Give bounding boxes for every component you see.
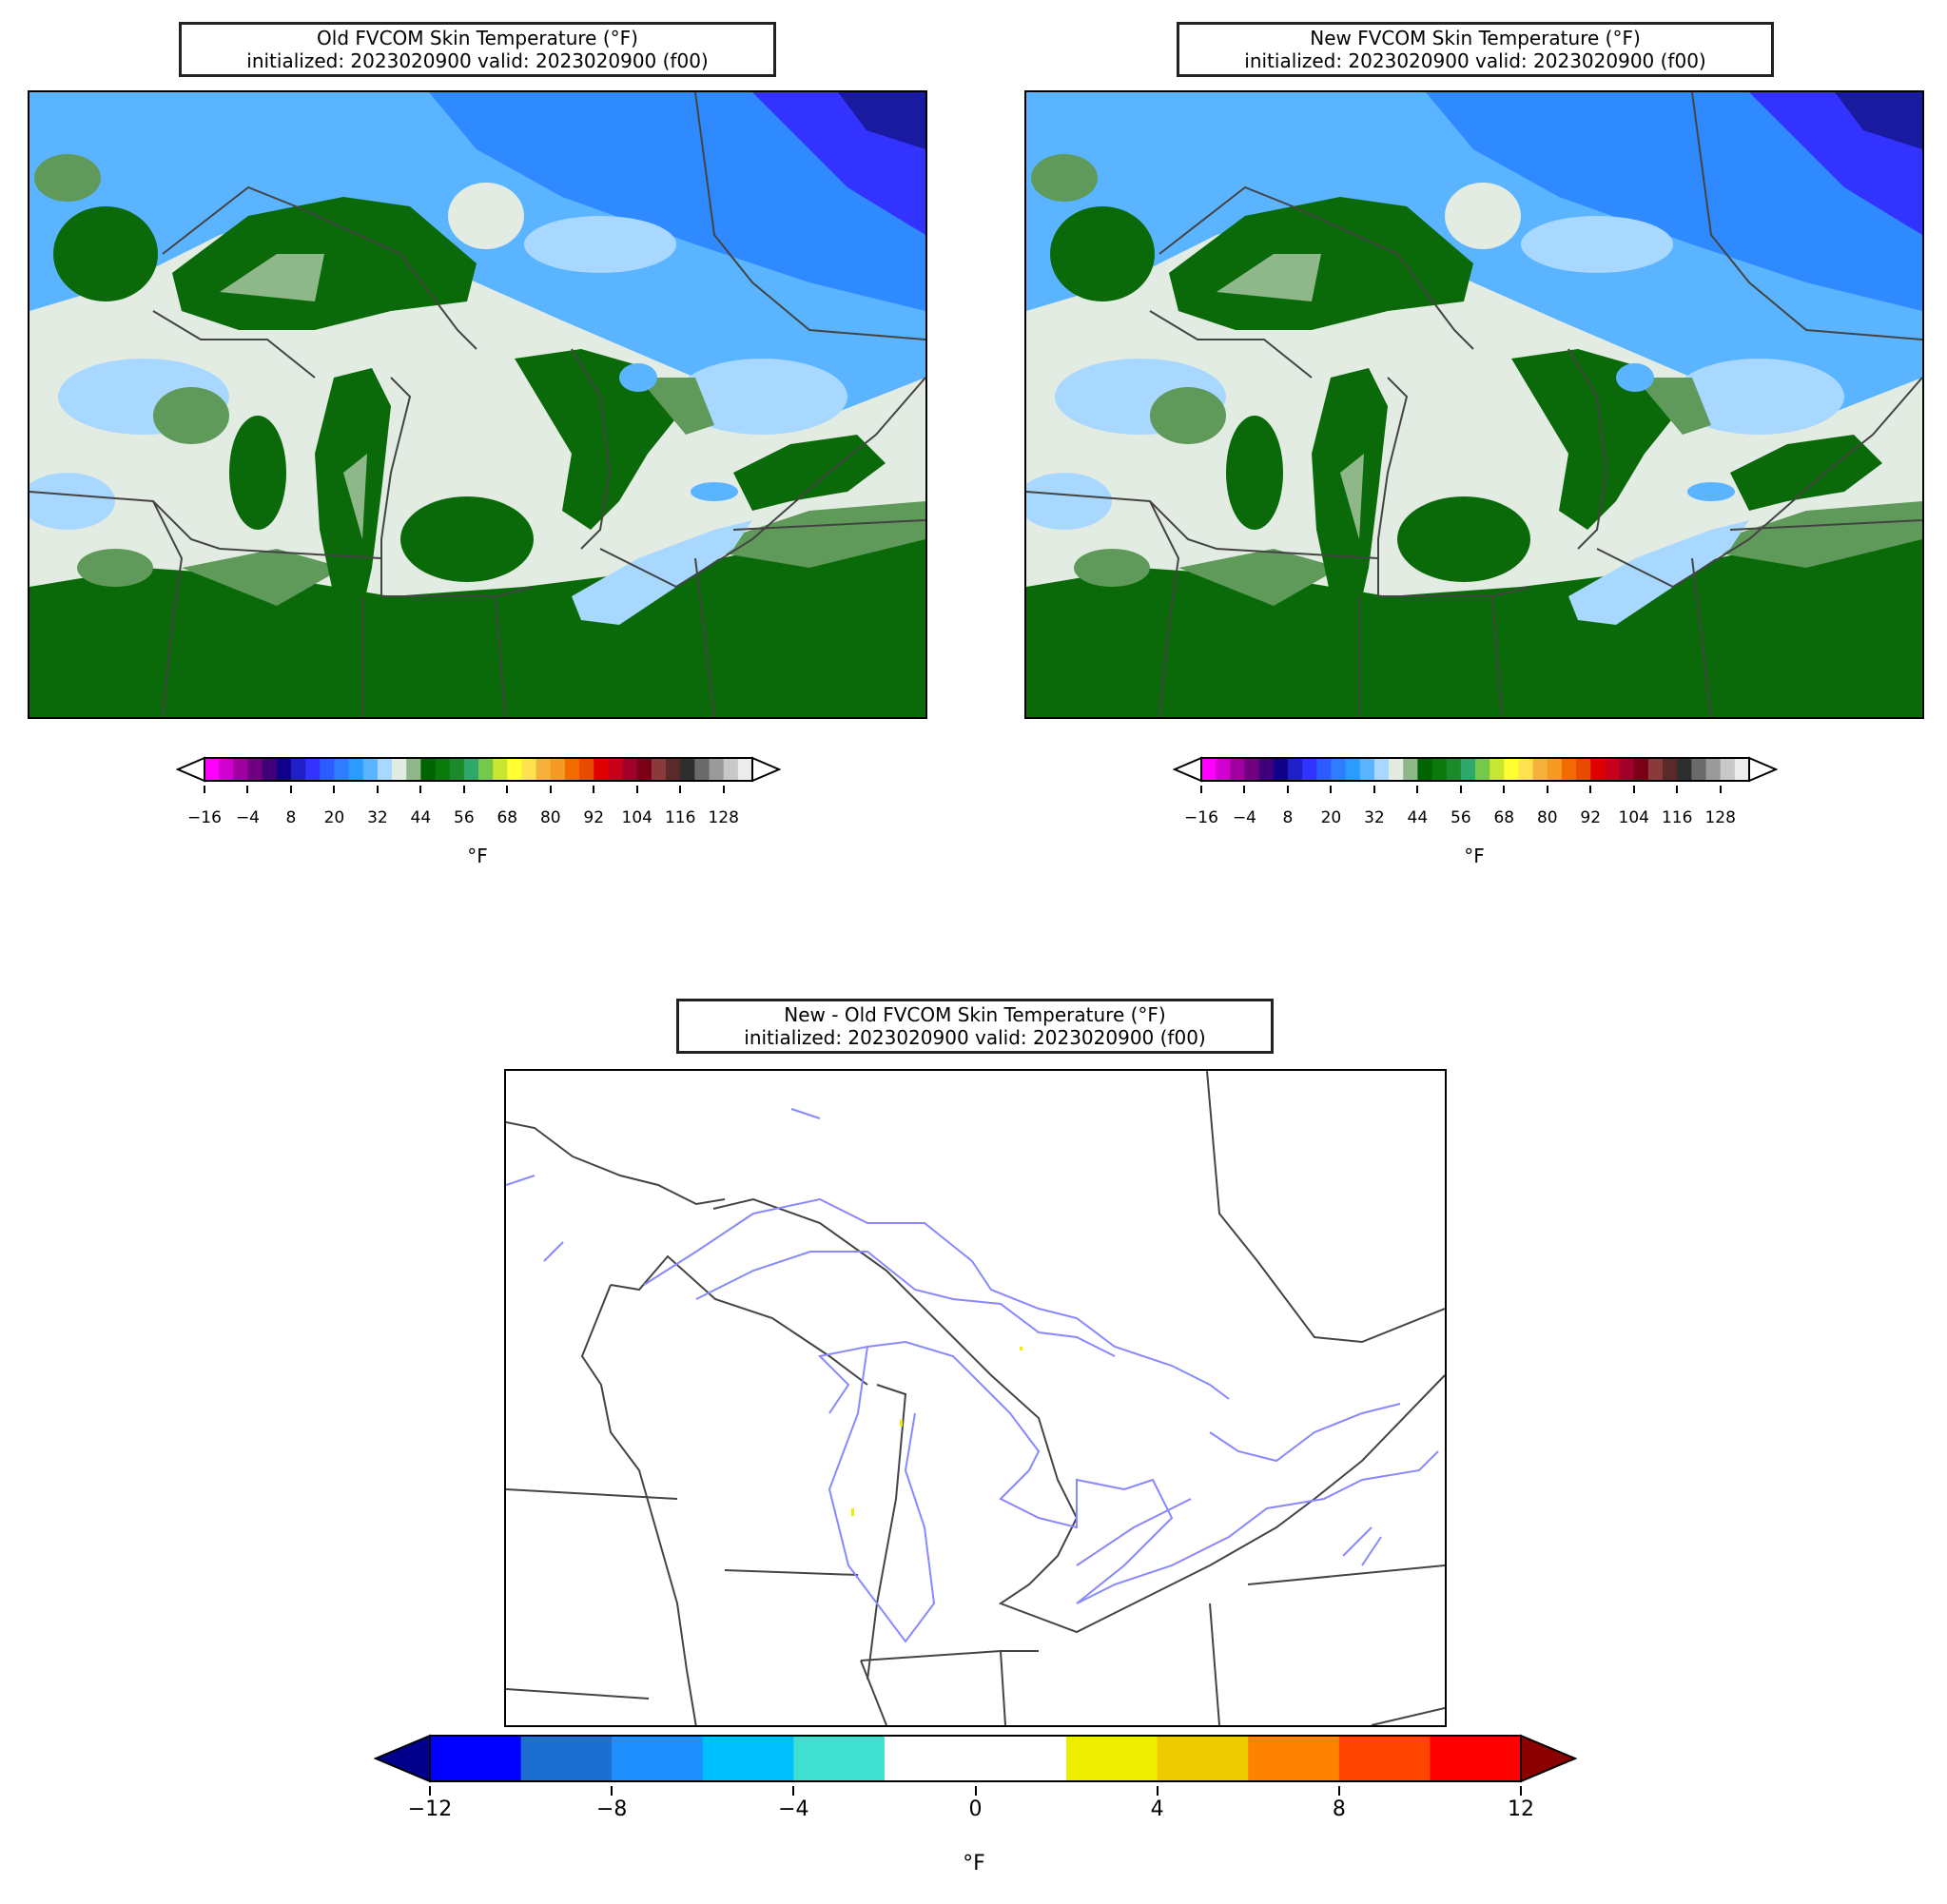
old-panel-title: Old FVCOM Skin Temperature (°F) initiali…	[179, 22, 776, 77]
temp-tick-label: 92	[1580, 808, 1602, 827]
temp-tick-mark	[419, 786, 422, 793]
new-skin-temp-map	[1024, 90, 1924, 719]
old-title-line1: Old FVCOM Skin Temperature (°F)	[317, 27, 638, 49]
temp-tick-mark	[1676, 786, 1679, 793]
diff-colorbar	[373, 1732, 1578, 1785]
diff-colorbar-unit: °F	[963, 1852, 985, 1875]
temp-tick-label: 128	[1704, 808, 1736, 827]
temp-tick-label: 32	[367, 808, 388, 827]
temp-tick-mark	[1200, 786, 1202, 793]
diff-panel-title: New - Old FVCOM Skin Temperature (°F) in…	[676, 999, 1274, 1054]
temp-tick-label: 104	[1618, 808, 1649, 827]
diff-tick-mark	[792, 1786, 795, 1796]
diff-tick-mark	[611, 1786, 613, 1796]
temp-tick-label: 32	[1364, 808, 1385, 827]
temp-tick-mark	[722, 786, 725, 793]
diff-tick-mark	[1337, 1786, 1340, 1796]
temp-tick-label: −16	[187, 808, 222, 827]
diff-title-line2: initialized: 2023020900 valid: 202302090…	[744, 1026, 1206, 1049]
temp-tick-mark	[1719, 786, 1722, 793]
diff-tick-label: 4	[1150, 1797, 1164, 1821]
temp-tick-label: 80	[539, 808, 561, 827]
temp-tick-mark	[1546, 786, 1548, 793]
temp-tick-label: −4	[235, 808, 260, 827]
temp-tick-mark	[1632, 786, 1635, 793]
temp-tick-label: 8	[1282, 808, 1294, 827]
diff-tick-label: −4	[778, 1797, 809, 1821]
diff-tick-label: −12	[407, 1797, 453, 1821]
temp-tick-label: 56	[1451, 808, 1471, 827]
old-colorbar	[175, 755, 782, 784]
temp-tick-mark	[1503, 786, 1506, 793]
temp-tick-label: 128	[708, 808, 739, 827]
temp-tick-label: 44	[410, 808, 432, 827]
temp-tick-mark	[376, 786, 379, 793]
temp-tick-label: −16	[1184, 808, 1218, 827]
diff-tick-label: −8	[595, 1797, 628, 1821]
new-title-line2: initialized: 2023020900 valid: 202302090…	[1244, 49, 1706, 72]
new-panel-title: New FVCOM Skin Temperature (°F) initiali…	[1177, 22, 1774, 77]
temp-tick-mark	[246, 786, 249, 793]
diff-skin-temp-map	[504, 1069, 1447, 1727]
temp-tick-mark	[289, 786, 292, 793]
old-skin-temp-map	[28, 90, 927, 719]
temp-tick-mark	[1373, 786, 1375, 793]
temp-tick-mark	[679, 786, 682, 793]
temp-tick-label: 116	[1661, 808, 1693, 827]
diff-tick-mark	[1156, 1786, 1158, 1796]
diff-tick-label: 8	[1332, 1797, 1346, 1821]
temp-tick-mark	[1243, 786, 1246, 793]
diff-tick-mark	[429, 1786, 431, 1796]
new-colorbar-unit: °F	[1464, 845, 1485, 867]
old-colorbar-unit: °F	[467, 845, 488, 867]
diff-tick-label: 0	[968, 1797, 983, 1821]
temp-tick-mark	[1589, 786, 1592, 793]
temp-tick-label: 92	[583, 808, 605, 827]
diff-tick-mark	[974, 1786, 977, 1796]
new-title-line1: New FVCOM Skin Temperature (°F)	[1310, 27, 1641, 49]
old-colorbar-bar	[175, 756, 782, 783]
temp-tick-mark	[1330, 786, 1333, 793]
temp-tick-label: 116	[664, 808, 696, 827]
temp-tick-label: 80	[1536, 808, 1558, 827]
new-map-field	[1026, 92, 1922, 717]
diff-map-field	[506, 1071, 1445, 1725]
temp-tick-mark	[549, 786, 552, 793]
temp-tick-mark	[1286, 786, 1289, 793]
diff-tick-mark	[1520, 1786, 1522, 1796]
temp-tick-label: 68	[1493, 808, 1515, 827]
temp-tick-mark	[593, 786, 595, 793]
old-map-field	[29, 92, 925, 717]
temp-tick-label: 44	[1407, 808, 1429, 827]
temp-tick-mark	[1416, 786, 1419, 793]
diff-colorbar-bar	[373, 1734, 1578, 1783]
diff-tick-label: 12	[1508, 1797, 1534, 1821]
temp-tick-label: 68	[496, 808, 518, 827]
temp-tick-mark	[635, 786, 638, 793]
temp-tick-label: −4	[1232, 808, 1256, 827]
diff-title-line1: New - Old FVCOM Skin Temperature (°F)	[784, 1003, 1166, 1026]
temp-tick-mark	[462, 786, 465, 793]
temp-tick-label: 104	[621, 808, 652, 827]
new-colorbar	[1172, 755, 1779, 784]
temp-tick-label: 20	[1320, 808, 1342, 827]
temp-tick-label: 8	[285, 808, 297, 827]
temp-tick-label: 56	[454, 808, 475, 827]
temp-tick-mark	[204, 786, 205, 793]
temp-tick-mark	[506, 786, 509, 793]
temp-tick-mark	[1459, 786, 1462, 793]
temp-tick-mark	[333, 786, 336, 793]
new-colorbar-bar	[1172, 756, 1779, 783]
temp-tick-label: 20	[323, 808, 345, 827]
old-title-line2: initialized: 2023020900 valid: 202302090…	[246, 49, 709, 72]
